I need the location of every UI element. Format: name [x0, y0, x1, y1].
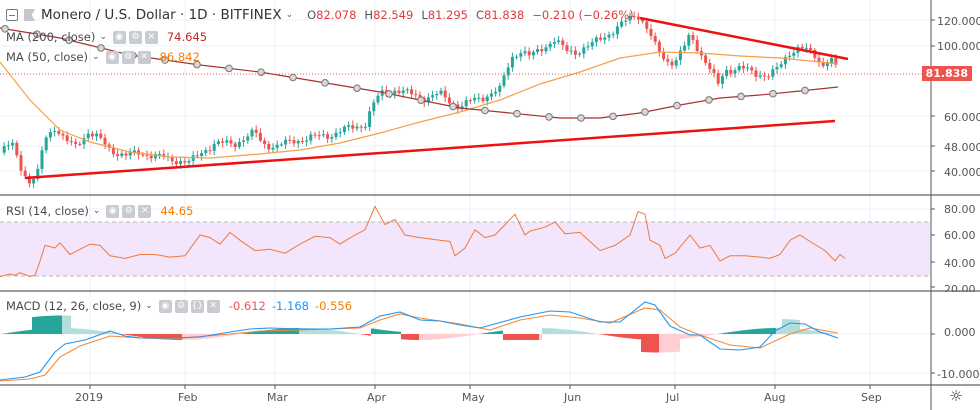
eye-icon[interactable]: ◉	[158, 299, 172, 313]
gear-icon[interactable]: ☼	[949, 387, 963, 405]
close-icon[interactable]: ✕	[138, 204, 152, 218]
symbol-title[interactable]: Monero / U.S. Dollar · 1D · BITFINEX	[41, 7, 282, 23]
gear-icon[interactable]: ⚙	[128, 30, 142, 44]
eye-icon[interactable]: ◉	[105, 50, 119, 64]
open-value: 82.078	[316, 8, 357, 22]
time-tick: Mar	[267, 391, 288, 404]
rsi-tick: 40.00	[944, 257, 976, 270]
macd-tick: 0.000	[944, 326, 976, 339]
price-tick: 48.000	[944, 141, 980, 154]
time-tick: Jun	[564, 391, 582, 404]
rsi-tick: 80.00	[944, 203, 976, 216]
braces-icon[interactable]: {}	[190, 299, 204, 313]
macd-signal-value: -0.556	[314, 299, 353, 313]
eye-icon[interactable]: ◉	[106, 204, 120, 218]
close-icon[interactable]: ✕	[144, 30, 158, 44]
gear-icon[interactable]: ⚙	[122, 204, 136, 218]
time-tick: Apr	[367, 391, 387, 404]
price-tick: 100.000	[937, 40, 980, 53]
current-price-tag: 81.838	[921, 66, 972, 81]
time-tick: May	[462, 391, 485, 404]
rsi-legend: RSI (14, close) ⌄ ◉ ⚙ ✕ 44.65	[6, 204, 193, 218]
price-tick: 40.000	[944, 166, 980, 179]
high-value: 82.549	[373, 8, 414, 22]
close-icon[interactable]: ✕	[137, 50, 151, 64]
ma50-value: 86.842	[159, 50, 200, 64]
gear-icon[interactable]: ⚙	[121, 50, 135, 64]
ma200-label[interactable]: MA (200, close)	[6, 30, 96, 44]
macd-legend: MACD (12, 26, close, 9) ⌄ ◉ ⚙ {} ✕ -0.61…	[6, 299, 352, 313]
time-tick: Jul	[666, 391, 680, 404]
low-value: 81.295	[427, 8, 468, 22]
ma200-value: 74.645	[166, 30, 208, 44]
rsi-tick: 20.00	[944, 283, 976, 292]
chevron-down-icon[interactable]: ⌄	[99, 32, 107, 42]
flag-icon[interactable]	[24, 9, 35, 21]
close-value: 81.838	[484, 8, 525, 22]
ma50-legend: MA (50, close) ⌄ ◉ ⚙ ✕ 86.842	[6, 50, 200, 64]
eye-icon[interactable]: ◉	[112, 30, 126, 44]
rsi-value: 44.65	[160, 204, 194, 218]
time-tick: 2019	[75, 391, 103, 404]
change-value: −0.210 (−0.26%)	[532, 8, 634, 22]
rsi-tick: 60.00	[944, 229, 976, 242]
chevron-down-icon[interactable]: ⌄	[92, 206, 101, 216]
time-tick: Feb	[178, 391, 198, 404]
collapse-icon[interactable]	[6, 9, 18, 21]
chevron-down-icon[interactable]: ⌄	[145, 301, 153, 311]
close-icon[interactable]: ✕	[206, 299, 220, 313]
price-tick: 60.000	[944, 111, 980, 124]
price-tick: 120.000	[937, 15, 980, 28]
time-tick: Sep	[861, 391, 882, 404]
macd-line-value: -1.168	[271, 299, 309, 313]
ma50-label[interactable]: MA (50, close)	[6, 50, 88, 64]
macd-hist-value: -0.612	[228, 299, 266, 313]
rsi-label[interactable]: RSI (14, close)	[6, 204, 89, 218]
chevron-down-icon[interactable]: ⌄	[285, 10, 294, 20]
gear-icon[interactable]: ⚙	[174, 299, 188, 313]
macd-tick: -10.000	[937, 368, 980, 381]
ma200-legend: MA (200, close) ⌄ ◉ ⚙ ✕ 74.645	[6, 30, 207, 44]
symbol-legend: Monero / U.S. Dollar · 1D · BITFINEX ⌄ O…	[6, 7, 634, 23]
macd-label[interactable]: MACD (12, 26, close, 9)	[6, 299, 142, 313]
time-tick: Aug	[764, 391, 786, 404]
chevron-down-icon[interactable]: ⌄	[91, 52, 100, 62]
